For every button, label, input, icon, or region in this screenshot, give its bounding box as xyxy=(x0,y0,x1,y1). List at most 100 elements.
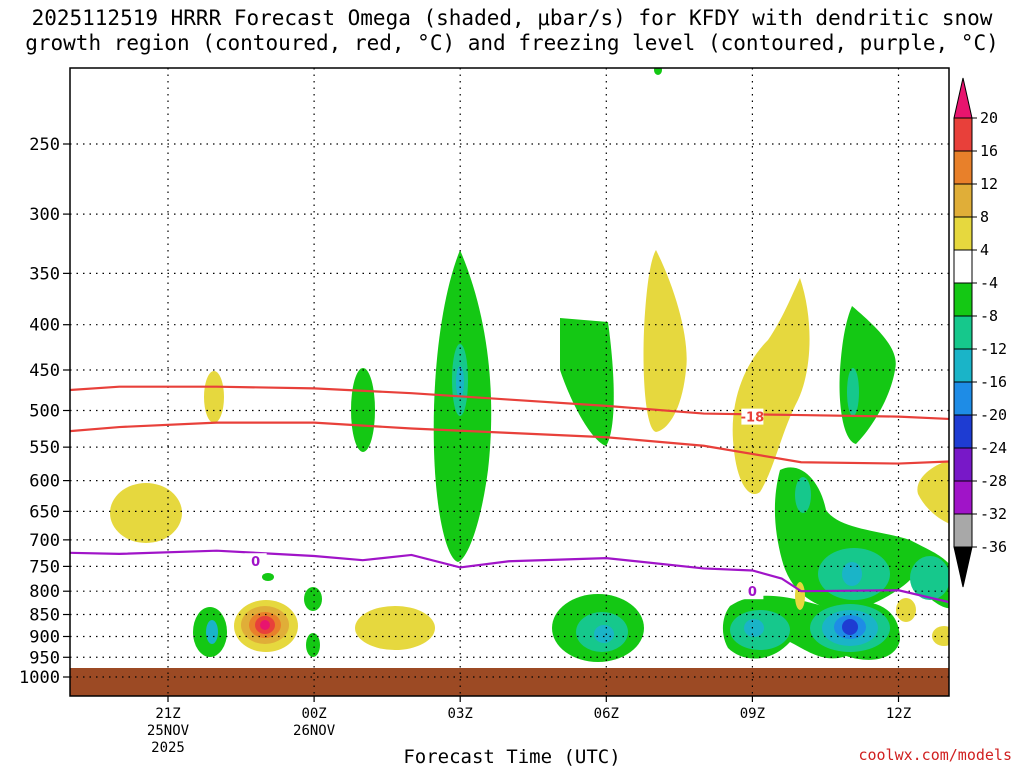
omega-blob xyxy=(847,368,859,416)
omega-blob xyxy=(262,573,274,581)
contour-label: 0 xyxy=(748,585,757,600)
x-tick-label: 21Z xyxy=(155,706,180,722)
x-tick-label: 09Z xyxy=(740,706,765,722)
y-tick-label: 300 xyxy=(29,205,60,225)
omega-blob xyxy=(795,582,805,610)
colorbar-segment xyxy=(953,282,973,317)
colorbar-segment xyxy=(953,513,973,548)
omega-blob xyxy=(306,633,320,657)
contour-label: 0 xyxy=(251,555,260,570)
contour-label-bg xyxy=(741,583,764,600)
colorbar-label: 4 xyxy=(980,241,989,259)
x-tick-label: 12Z xyxy=(886,706,911,722)
x-tick-label: 03Z xyxy=(448,706,473,722)
colorbar-segment xyxy=(953,216,973,251)
title-line-2: growth region (contoured, red, °C) and f… xyxy=(25,31,999,55)
omega-blob xyxy=(594,625,614,643)
y-tick-label: 250 xyxy=(29,135,60,155)
x-axis-label: Forecast Time (UTC) xyxy=(403,746,621,768)
colorbar-segment xyxy=(953,183,973,218)
colorbar-label: 16 xyxy=(980,142,998,160)
omega-blob xyxy=(456,366,464,398)
omega-blob xyxy=(560,318,614,446)
y-tick-label: 750 xyxy=(29,557,60,577)
colorbar-label: -36 xyxy=(980,538,1007,556)
y-axis: 2503003504004505005506006507007508008509… xyxy=(19,135,70,688)
y-tick-label: 950 xyxy=(29,648,60,668)
omega-blob xyxy=(839,306,896,444)
colorbar-segment xyxy=(953,117,973,152)
omega-blob xyxy=(795,477,811,513)
omega-blob xyxy=(932,626,949,646)
contour-label-bg xyxy=(244,553,267,570)
plot-frame xyxy=(69,67,950,697)
y-tick-label: 450 xyxy=(29,361,60,381)
y-tick-label: 700 xyxy=(29,531,60,551)
colorbar-label: -16 xyxy=(980,373,1007,391)
colorbar-bottom-arrow xyxy=(953,546,973,588)
ground-layer xyxy=(70,668,949,696)
omega-blob xyxy=(204,371,224,423)
contour-line xyxy=(70,549,949,604)
contour-label: -18 xyxy=(741,411,765,426)
colorbar-segment xyxy=(953,249,973,284)
y-tick-label: 850 xyxy=(29,606,60,626)
colorbar-segment xyxy=(953,447,973,482)
colorbar-segment xyxy=(953,414,973,449)
contour-labels: 0 0 -18 xyxy=(244,408,765,600)
colorbar-label: -4 xyxy=(980,274,998,292)
omega-blob xyxy=(896,598,916,622)
y-tick-label: 500 xyxy=(29,402,60,422)
y-tick-label: 550 xyxy=(29,438,60,458)
x-tick-date: 25NOV xyxy=(147,723,190,739)
y-tick-label: 900 xyxy=(29,627,60,647)
colorbar-label: 20 xyxy=(980,109,998,127)
contours xyxy=(70,385,949,604)
omega-blob xyxy=(917,460,949,524)
colorbar-label: -8 xyxy=(980,307,998,325)
contour-line xyxy=(70,385,949,421)
chart-title: 2025112519 HRRR Forecast Omega (shaded, … xyxy=(0,6,1024,56)
credit-link[interactable]: coolwx.com/models xyxy=(858,746,1012,764)
y-tick-label: 800 xyxy=(29,582,60,602)
contour-label-bg xyxy=(741,408,764,425)
colorbar-label: -12 xyxy=(980,340,1007,358)
gridlines xyxy=(70,68,949,696)
y-tick-label: 350 xyxy=(29,264,60,284)
colorbar-segment xyxy=(953,150,973,185)
y-tick-label: 650 xyxy=(29,502,60,522)
omega-shading xyxy=(110,68,949,662)
colorbar-segment xyxy=(953,480,973,515)
omega-blob xyxy=(643,250,687,432)
omega-blob xyxy=(206,620,218,644)
omega-blob xyxy=(910,556,949,600)
y-tick-label: 1000 xyxy=(19,668,60,688)
omega-blob xyxy=(654,68,662,75)
omega-blob xyxy=(355,606,435,650)
omega-blob xyxy=(842,562,862,586)
y-tick-label: 600 xyxy=(29,472,60,492)
title-line-1: 2025112519 HRRR Forecast Omega (shaded, … xyxy=(31,6,993,30)
colorbar-label: -32 xyxy=(980,505,1007,523)
colorbar-segment xyxy=(953,315,973,350)
y-tick-label: 400 xyxy=(29,316,60,336)
omega-blob xyxy=(744,619,764,637)
x-tick-label: 00Z xyxy=(301,706,326,722)
x-tick-label: 06Z xyxy=(594,706,619,722)
colorbar-label: -24 xyxy=(980,439,1007,457)
colorbar-label: -20 xyxy=(980,406,1007,424)
colorbar: 20 16 12 8 4 -4 -8 -12 -16 -20 -24 -28 -32 -36 xyxy=(953,77,1007,588)
omega-blob xyxy=(842,619,858,635)
colorbar-segment xyxy=(953,381,973,416)
colorbar-label: 12 xyxy=(980,175,998,193)
colorbar-segment xyxy=(953,348,973,383)
omega-blob xyxy=(260,620,270,630)
x-tick-date: 26NOV xyxy=(293,723,336,739)
contour-line xyxy=(70,421,949,465)
omega-blob xyxy=(732,278,810,495)
colorbar-label: 8 xyxy=(980,208,989,226)
colorbar-label: -28 xyxy=(980,472,1007,490)
colorbar-top-arrow xyxy=(953,77,973,119)
